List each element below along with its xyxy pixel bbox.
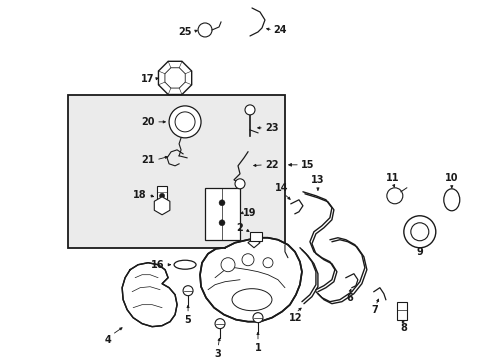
Circle shape [198, 23, 212, 37]
Text: 5: 5 [184, 315, 191, 325]
Circle shape [169, 106, 201, 138]
Circle shape [252, 313, 263, 323]
Polygon shape [158, 61, 191, 95]
Circle shape [235, 179, 244, 189]
Circle shape [386, 188, 402, 204]
Text: 17: 17 [141, 74, 155, 84]
Circle shape [244, 105, 254, 115]
Text: 9: 9 [416, 247, 422, 257]
Text: 2: 2 [236, 223, 243, 233]
Text: 16: 16 [151, 260, 164, 270]
Circle shape [219, 220, 224, 226]
Ellipse shape [443, 189, 459, 211]
Bar [396, 302, 406, 320]
Bar [249, 232, 262, 241]
Text: 6: 6 [346, 293, 352, 303]
Text: 7: 7 [371, 305, 377, 315]
Circle shape [410, 223, 428, 241]
Circle shape [159, 193, 164, 198]
Text: 4: 4 [104, 335, 111, 345]
Text: 8: 8 [400, 323, 407, 333]
Circle shape [221, 258, 235, 272]
Circle shape [183, 286, 193, 296]
Text: 20: 20 [141, 117, 155, 127]
Circle shape [215, 319, 224, 329]
Polygon shape [154, 197, 169, 215]
Text: 10: 10 [444, 173, 458, 183]
Text: 1: 1 [254, 343, 261, 353]
Bar [204, 188, 240, 240]
Circle shape [175, 112, 195, 132]
Text: 12: 12 [288, 313, 302, 323]
Circle shape [219, 200, 224, 206]
Circle shape [263, 258, 272, 268]
Ellipse shape [231, 289, 271, 311]
Bar [157, 186, 167, 202]
Text: 24: 24 [273, 25, 286, 35]
Text: 18: 18 [133, 190, 146, 200]
Polygon shape [200, 238, 301, 322]
Text: 14: 14 [275, 183, 288, 193]
Circle shape [242, 254, 253, 266]
Text: 22: 22 [264, 160, 278, 170]
Text: 3: 3 [214, 348, 221, 359]
Text: 11: 11 [386, 173, 399, 183]
Polygon shape [122, 263, 177, 327]
Text: 19: 19 [243, 208, 256, 218]
Text: 15: 15 [301, 160, 314, 170]
Polygon shape [164, 68, 185, 88]
Text: 23: 23 [264, 123, 278, 133]
Bar [68, 95, 285, 248]
Text: 21: 21 [141, 155, 155, 165]
Text: 25: 25 [178, 27, 191, 37]
Ellipse shape [174, 260, 196, 269]
Circle shape [403, 216, 435, 248]
Text: 13: 13 [310, 175, 324, 185]
